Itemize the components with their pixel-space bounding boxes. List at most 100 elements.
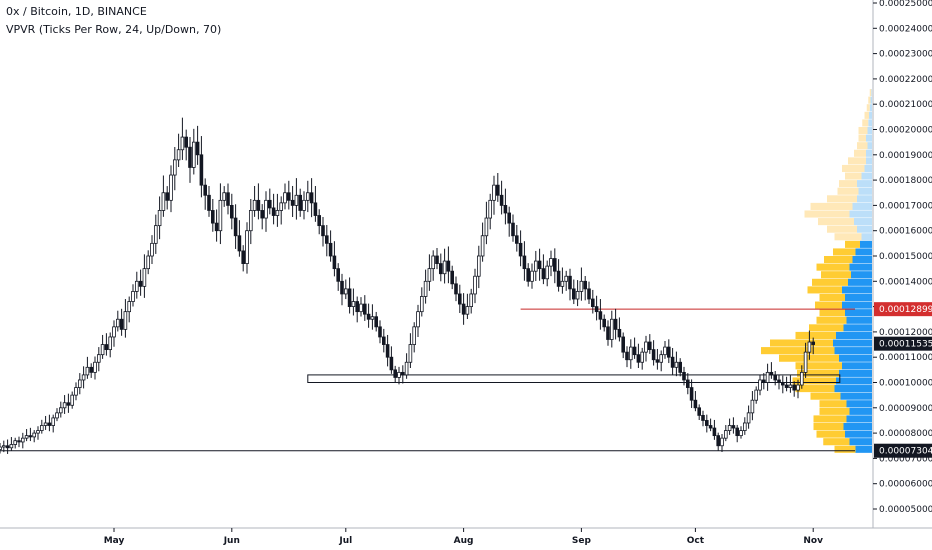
volume-up-bar xyxy=(839,369,872,377)
price-badge-bg xyxy=(874,443,932,458)
volume-up-bar xyxy=(836,331,872,339)
volume-up-bar xyxy=(864,164,872,173)
candle-body xyxy=(598,311,603,320)
candle xyxy=(340,273,344,306)
candle-body xyxy=(85,366,90,376)
candle-body xyxy=(754,389,758,401)
volume-up-bar xyxy=(849,438,872,446)
candle xyxy=(568,268,572,301)
volume-down-bar xyxy=(868,96,871,104)
volume-profile-row xyxy=(858,126,872,135)
candle xyxy=(13,437,18,449)
candle-body xyxy=(644,341,648,353)
volume-up-bar xyxy=(834,385,872,393)
candle xyxy=(670,348,675,375)
volume-up-bar xyxy=(846,400,872,408)
candle xyxy=(127,296,132,323)
volume-profile-row xyxy=(815,301,872,309)
indicator-legend[interactable]: VPVR (Ticks Per Row, 24, Up/Down, 70) xyxy=(6,23,222,36)
candle-body xyxy=(784,384,789,388)
candle-body xyxy=(309,192,314,204)
consolidation-zone[interactable] xyxy=(307,374,841,384)
price-tick-label: 0.00017000 xyxy=(879,201,932,211)
candle xyxy=(416,304,420,338)
candle xyxy=(389,346,394,374)
volume-down-bar xyxy=(804,210,850,218)
candle-body xyxy=(131,291,135,302)
candle-body xyxy=(104,344,109,351)
candle-body xyxy=(294,194,299,206)
volume-up-bar xyxy=(842,362,872,370)
candle-body xyxy=(553,258,557,272)
candle xyxy=(735,424,739,443)
candle-body xyxy=(347,288,352,308)
candle xyxy=(803,342,808,378)
volume-down-bar xyxy=(819,309,845,317)
candle-body xyxy=(461,303,466,315)
candle xyxy=(381,328,386,353)
candle-body xyxy=(2,445,6,448)
time-axis[interactable]: May Jun Jul Aug Sep Oct Nov xyxy=(104,528,823,546)
volume-down-bar xyxy=(845,172,862,180)
candle xyxy=(169,165,173,213)
candle-body xyxy=(758,379,762,391)
price-axis[interactable]: 0.00025000 0.00024000 0.00023000 0.00022000… xyxy=(873,0,932,515)
candle-body xyxy=(317,215,321,227)
candle-body xyxy=(9,444,14,449)
candle xyxy=(237,220,242,257)
candle xyxy=(347,277,352,314)
candle xyxy=(400,365,405,384)
candle-body xyxy=(264,199,268,219)
candle-body xyxy=(807,341,812,353)
candle xyxy=(739,426,743,439)
candle-body xyxy=(100,344,105,356)
candle xyxy=(210,198,215,232)
candle-body xyxy=(712,427,717,437)
candle xyxy=(476,245,481,289)
candle xyxy=(298,188,302,217)
price-badge: 0.00007304 xyxy=(874,443,932,458)
price-badge-bg xyxy=(874,302,932,317)
candle xyxy=(617,317,622,342)
volume-down-bar xyxy=(795,362,842,370)
volume-up-bar xyxy=(861,172,872,180)
candle-body xyxy=(606,326,610,340)
candle-body xyxy=(579,280,584,292)
candle xyxy=(283,183,287,210)
candle xyxy=(153,214,158,254)
candle-body xyxy=(781,382,785,386)
candle-body xyxy=(625,351,629,361)
volume-up-bar xyxy=(854,218,872,226)
volume-profile-row xyxy=(833,248,872,256)
candle-body xyxy=(800,371,804,386)
candle xyxy=(378,320,382,344)
volume-down-bar xyxy=(833,248,856,256)
volume-profile-row xyxy=(816,430,872,438)
candle-body xyxy=(572,288,576,300)
candle-body xyxy=(564,275,568,282)
candle xyxy=(777,374,781,390)
candle xyxy=(89,363,94,378)
candle-body xyxy=(89,366,94,373)
candle-body xyxy=(199,154,204,186)
volume-profile-row xyxy=(824,256,872,264)
candle-body xyxy=(328,242,333,257)
volume-up-bar xyxy=(866,149,872,157)
candle-body xyxy=(260,210,264,219)
candle xyxy=(602,314,606,332)
candle xyxy=(488,193,492,230)
candle-body xyxy=(473,275,477,295)
candle xyxy=(678,358,682,377)
candle-body xyxy=(28,435,33,438)
candle xyxy=(51,414,55,433)
volume-down-bar xyxy=(810,392,841,400)
volume-down-bar xyxy=(809,324,844,332)
candle xyxy=(104,333,109,356)
candle-body xyxy=(765,371,770,383)
volume-down-bar xyxy=(858,126,868,135)
volume-down-bar xyxy=(813,422,844,431)
candle xyxy=(564,270,568,291)
candle xyxy=(85,356,90,379)
